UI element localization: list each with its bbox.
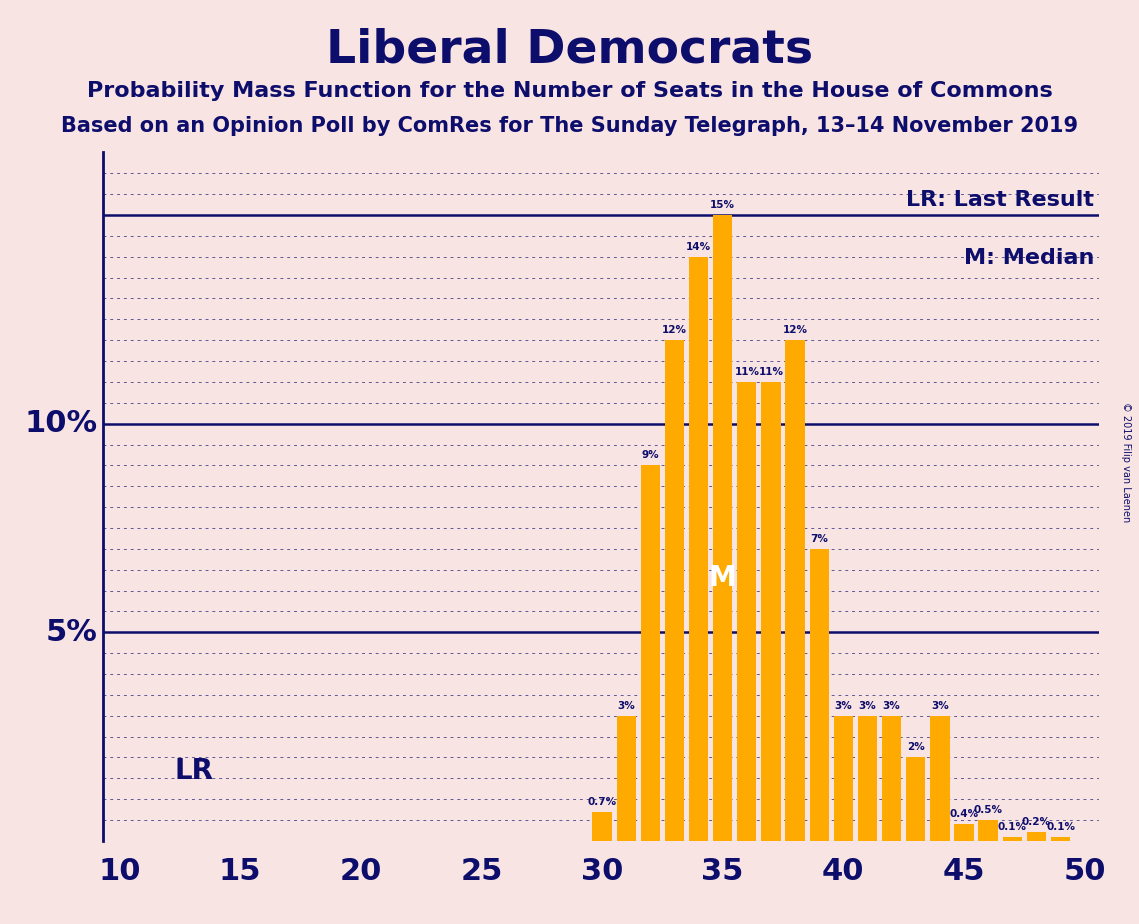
Text: 2%: 2% xyxy=(907,742,925,752)
Text: LR: Last Result: LR: Last Result xyxy=(907,190,1095,210)
Bar xyxy=(1002,836,1022,841)
Text: 0.1%: 0.1% xyxy=(998,821,1026,832)
Text: 12%: 12% xyxy=(782,325,808,335)
Bar xyxy=(786,340,805,841)
Bar xyxy=(834,716,853,841)
Text: Liberal Democrats: Liberal Democrats xyxy=(326,28,813,73)
Text: M: Median: M: Median xyxy=(964,249,1095,268)
Bar xyxy=(640,466,659,841)
Text: 11%: 11% xyxy=(759,367,784,377)
Text: 0.1%: 0.1% xyxy=(1046,821,1075,832)
Bar xyxy=(907,758,925,841)
Text: Based on an Opinion Poll by ComRes for The Sunday Telegraph, 13–14 November 2019: Based on an Opinion Poll by ComRes for T… xyxy=(62,116,1077,137)
Bar xyxy=(737,382,756,841)
Text: 3%: 3% xyxy=(617,700,636,711)
Bar xyxy=(810,549,829,841)
Text: 7%: 7% xyxy=(810,534,828,544)
Bar xyxy=(689,257,708,841)
Text: Probability Mass Function for the Number of Seats in the House of Commons: Probability Mass Function for the Number… xyxy=(87,81,1052,102)
Bar xyxy=(592,811,612,841)
Bar xyxy=(1026,833,1046,841)
Text: 9%: 9% xyxy=(641,450,659,460)
Text: 3%: 3% xyxy=(931,700,949,711)
Text: 14%: 14% xyxy=(686,242,711,251)
Text: M: M xyxy=(708,564,737,592)
Text: 0.7%: 0.7% xyxy=(588,796,616,807)
Bar xyxy=(978,820,998,841)
Text: 3%: 3% xyxy=(835,700,852,711)
Text: 11%: 11% xyxy=(735,367,760,377)
Bar xyxy=(858,716,877,841)
Text: 0.5%: 0.5% xyxy=(974,805,1002,815)
Text: 3%: 3% xyxy=(859,700,876,711)
Text: LR: LR xyxy=(175,757,214,784)
Bar xyxy=(713,215,732,841)
Bar xyxy=(882,716,901,841)
Bar xyxy=(954,824,974,841)
Text: © 2019 Filip van Laenen: © 2019 Filip van Laenen xyxy=(1121,402,1131,522)
Text: 0.4%: 0.4% xyxy=(950,809,978,820)
Bar xyxy=(616,716,636,841)
Bar xyxy=(931,716,950,841)
Text: 15%: 15% xyxy=(711,200,735,210)
Bar xyxy=(665,340,685,841)
Text: 0.2%: 0.2% xyxy=(1022,818,1051,828)
Bar xyxy=(1051,836,1071,841)
Text: 12%: 12% xyxy=(662,325,687,335)
Text: 3%: 3% xyxy=(883,700,901,711)
Text: 10%: 10% xyxy=(25,409,98,438)
Text: 5%: 5% xyxy=(46,618,98,647)
Bar xyxy=(761,382,780,841)
